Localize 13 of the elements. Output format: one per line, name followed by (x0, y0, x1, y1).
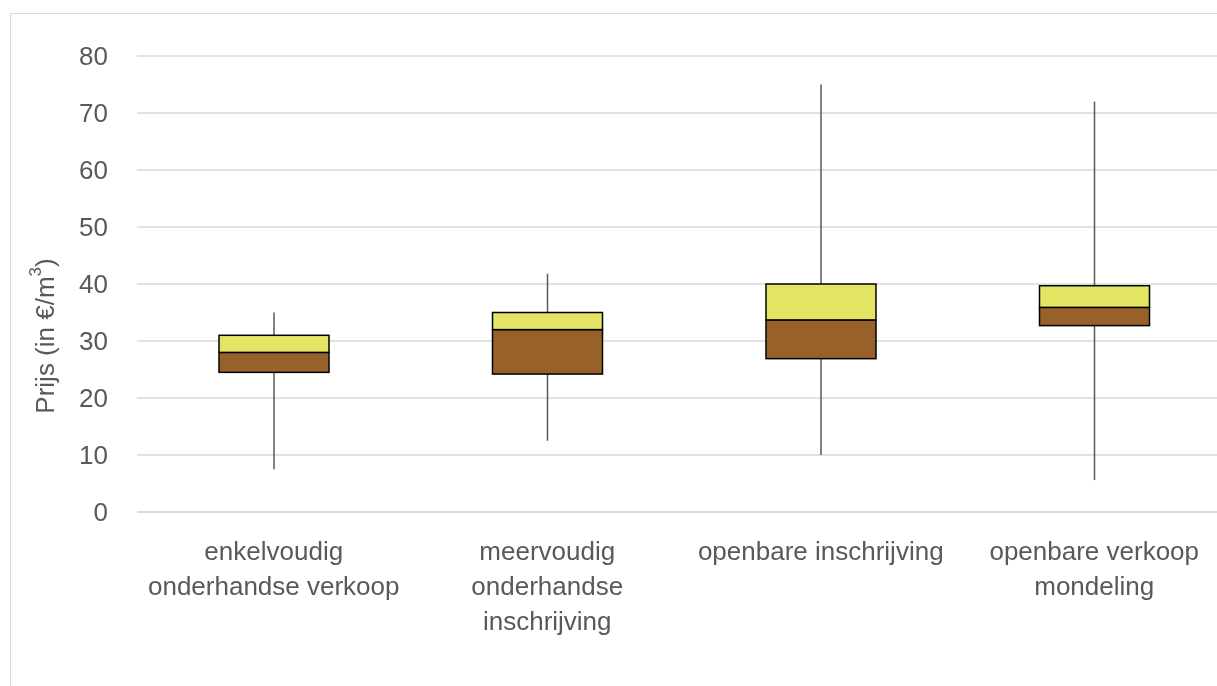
y-tick-label: 80 (79, 41, 108, 72)
x-tick-label: meervoudig onderhandse inschrijving (471, 536, 624, 636)
y-tick-label: 0 (93, 497, 108, 528)
y-tick-label: 20 (79, 383, 108, 414)
y-tick-label: 60 (79, 155, 108, 186)
y-tick-label: 50 (79, 212, 108, 243)
y-tick-label: 10 (79, 440, 108, 471)
y-tick-label: 30 (79, 326, 108, 357)
x-tick-label: enkelvoudig onderhandse verkoop (147, 536, 400, 601)
y-tick-label: 70 (79, 98, 108, 129)
x-tick-label: openbare inschrijving (697, 536, 944, 566)
x-tick-label: openbare verkoop mondeling (989, 536, 1200, 601)
y-tick-label: 40 (79, 269, 108, 300)
